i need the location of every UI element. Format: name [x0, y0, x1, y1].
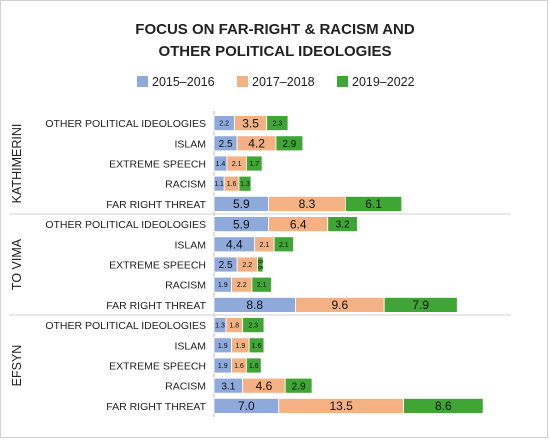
legend-label: 2015–2016 — [152, 75, 215, 89]
category-label: RACISM — [165, 381, 206, 393]
data-label: 6.4 — [290, 217, 307, 231]
chart-title-line-2: OTHER POLITICAL IDEOLOGIES — [158, 43, 391, 60]
data-label: 4.6 — [256, 379, 273, 393]
legend-label: 2019–2022 — [352, 75, 415, 89]
category-label: ISLAM — [174, 138, 206, 150]
bar-segment — [273, 236, 294, 253]
bar-segment — [242, 317, 265, 334]
legend-label: 2017–2018 — [252, 75, 315, 89]
data-label: 1.8 — [229, 323, 239, 330]
category-label: RACISM — [165, 280, 206, 292]
category-label: OTHER POLITICAL IDEOLOGIES — [45, 219, 206, 231]
data-label: 1.1 — [214, 181, 224, 188]
data-label: 1.3 — [215, 323, 225, 330]
chart-title-line-1: FOCUS ON FAR-RIGHT & RACISM AND — [135, 21, 415, 38]
group-label: TO VIMA — [10, 238, 24, 290]
category-label: OTHER POLITICAL IDEOLOGIES — [45, 118, 206, 130]
group-label: KATHIMERINI — [10, 124, 24, 204]
data-label: 2.9 — [282, 139, 296, 150]
bar-segment — [344, 195, 403, 212]
category-label: EXTREME SPEECH — [109, 260, 206, 272]
bar-segment — [266, 115, 289, 131]
bar-segment — [245, 155, 263, 172]
data-label: 3.5 — [242, 116, 259, 130]
bar-segment — [245, 357, 262, 374]
category-label: RACISM — [165, 179, 206, 191]
bar-segment — [327, 216, 358, 233]
data-label: 8.3 — [299, 197, 316, 211]
category-label: FAR RIGHT THREAT — [106, 199, 206, 211]
group-label: EFSYN — [10, 345, 24, 387]
data-label: 1.9 — [235, 343, 245, 350]
category-label: EXTREME SPEECH — [109, 361, 206, 373]
data-label: 8.8 — [246, 298, 263, 312]
data-label: 1.9 — [218, 363, 228, 370]
legend-swatch — [137, 76, 148, 87]
data-label: 5.9 — [233, 217, 250, 231]
data-label: 2.2 — [237, 282, 247, 289]
data-label: 7.9 — [412, 298, 429, 312]
data-label: 2.5 — [219, 260, 233, 271]
data-label: 1.6 — [252, 343, 262, 350]
category-label: OTHER POLITICAL IDEOLOGIES — [45, 320, 206, 332]
data-label: 1.9 — [218, 282, 228, 289]
bar-segment — [238, 175, 252, 192]
bar-segment — [403, 397, 484, 414]
category-label: ISLAM — [174, 239, 206, 251]
data-label: 9.6 — [331, 298, 348, 312]
data-label: 1.4 — [216, 161, 226, 168]
data-label: 7.0 — [238, 399, 255, 413]
data-label: 5.9 — [233, 197, 250, 211]
data-label: 1.7 — [249, 161, 259, 168]
category-label: FAR RIGHT THREAT — [106, 401, 206, 413]
data-label: 2.2 — [242, 262, 252, 269]
data-label: 1.6 — [249, 363, 259, 370]
data-label: 2.3 — [248, 323, 258, 330]
legend-swatch — [237, 76, 248, 87]
data-label: 2.9 — [292, 381, 306, 392]
data-label: 8.6 — [435, 399, 452, 413]
data-label: 2.1 — [279, 242, 289, 249]
bar-segment — [383, 296, 458, 313]
legend: 2015–2016 2017–2018 2019–2022 — [137, 75, 415, 89]
category-label: ISLAM — [174, 340, 206, 352]
data-label: 2.3 — [272, 121, 282, 128]
data-label: 1.6 — [234, 363, 244, 370]
category-label: FAR RIGHT THREAT — [106, 300, 206, 312]
data-label: 2.2 — [219, 121, 229, 128]
bar-segment — [275, 135, 304, 152]
data-label: 1.6 — [227, 181, 237, 188]
data-label: 2.5 — [219, 139, 233, 150]
data-label: 3.1 — [221, 381, 235, 392]
legend-swatch — [337, 76, 348, 87]
data-label: 2.1 — [260, 242, 270, 249]
data-label: 1.3 — [240, 181, 250, 188]
bar-segment — [257, 256, 264, 273]
plot-area: KATHIMERINI OTHER POLITICAL IDEOLOGIES 2.2… — [9, 111, 511, 417]
data-label: 3.2 — [336, 220, 350, 231]
data-label: 2.1 — [257, 282, 267, 289]
data-label: 2.1 — [232, 161, 242, 168]
bar-segment — [284, 377, 313, 394]
bar-segment — [248, 337, 265, 354]
category-label: EXTREME SPEECH — [109, 159, 206, 171]
data-label: 4.2 — [248, 137, 265, 151]
bar-segment — [251, 276, 272, 293]
data-label: 4.4 — [226, 238, 243, 252]
data-label: 13.5 — [330, 399, 354, 413]
data-label: 1.9 — [218, 343, 228, 350]
data-label: 0.6 — [256, 260, 263, 270]
data-label: 6.1 — [365, 197, 382, 211]
